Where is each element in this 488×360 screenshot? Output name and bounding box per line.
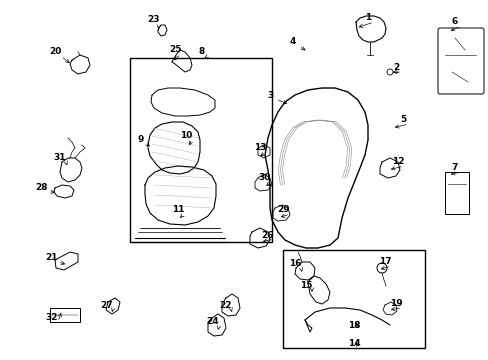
Text: 27: 27 [101,301,113,310]
Text: 9: 9 [138,135,144,144]
Text: 6: 6 [451,18,457,27]
Text: 8: 8 [199,48,204,57]
Text: 14: 14 [347,339,360,348]
Text: 29: 29 [277,206,290,215]
Text: 3: 3 [266,90,273,99]
Text: 18: 18 [347,321,360,330]
Bar [50,308,80,322]
Text: 20: 20 [49,48,61,57]
Text: 22: 22 [218,301,231,310]
Text: 5: 5 [399,116,406,125]
Text: 11: 11 [171,206,184,215]
Text: 31: 31 [54,153,66,162]
Text: 16: 16 [288,260,301,269]
Text: 28: 28 [36,184,48,193]
Text: 13: 13 [253,144,265,153]
Text: 23: 23 [146,15,159,24]
Text: 21: 21 [46,253,58,262]
Text: 17: 17 [378,257,390,266]
Text: 2: 2 [392,63,398,72]
Bar [283,250,424,348]
Bar [444,172,468,214]
Text: 19: 19 [389,300,402,309]
Text: 25: 25 [168,45,181,54]
Bar [130,58,271,242]
Text: 30: 30 [258,174,271,183]
Text: 4: 4 [289,37,296,46]
Text: 10: 10 [180,130,192,139]
Text: 7: 7 [451,163,457,172]
Text: 12: 12 [391,158,404,166]
Text: 1: 1 [364,13,370,22]
Text: 24: 24 [206,318,219,327]
Text: 32: 32 [46,314,58,323]
Text: 15: 15 [299,282,312,291]
Text: 26: 26 [261,230,274,239]
